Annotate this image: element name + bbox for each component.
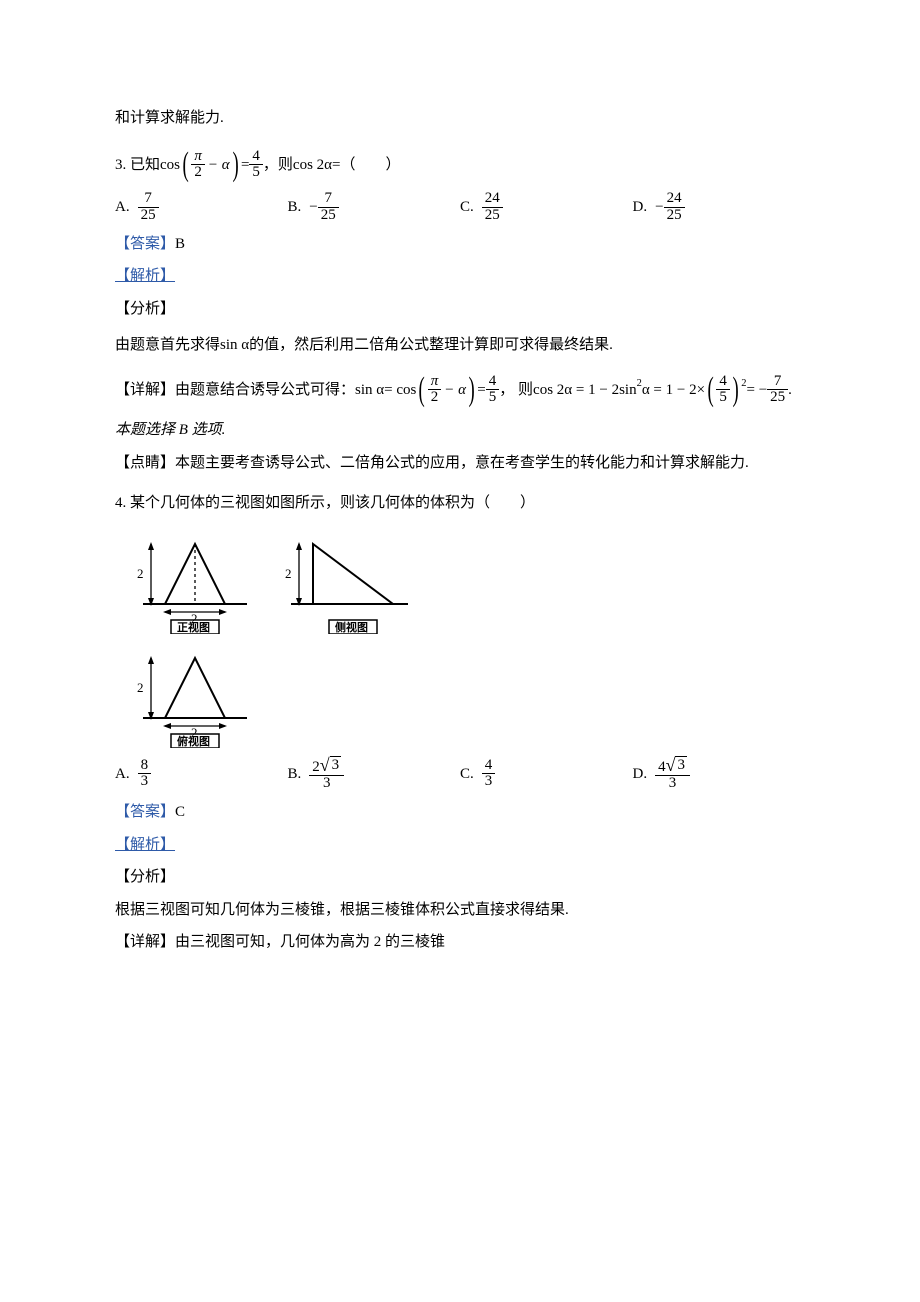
q4-fenxi: 根据三视图可知几何体为三棱锥，根据三棱锥体积公式直接求得结果. <box>115 896 805 925</box>
q3-analysis: 【解析】 <box>115 262 805 291</box>
page: 和计算求解能力. 3. 已知 cos ( π 2 − α ) = 4 5 ，则 … <box>0 0 920 1001</box>
q4-opt-c: C. 4 3 <box>460 756 633 793</box>
q4-fenxi-label: 【分析】 <box>115 863 805 892</box>
svg-text:2: 2 <box>285 566 292 581</box>
q4-answer: 【答案】C <box>115 798 805 827</box>
eq: = <box>241 151 249 180</box>
dim-v: 2 <box>137 566 144 581</box>
q3-opt-b: B. − 7 25 <box>288 191 461 224</box>
empty-cell <box>263 638 418 748</box>
four-fifths: 4 5 <box>249 149 263 182</box>
svg-text:侧视图: 侧视图 <box>335 620 368 634</box>
q3-choose: 本题选择 B 选项. <box>115 416 805 445</box>
q4-detail: 【详解】由三视图可知，几何体为高为 2 的三棱锥 <box>115 928 805 957</box>
q3-answer: 【答案】B <box>115 230 805 259</box>
q3-options: A. 7 25 B. − 7 25 C. 24 25 D. − <box>115 191 805 224</box>
q3-opt-a: A. 7 25 <box>115 191 288 224</box>
q4-opt-b: B. 2√3 3 <box>288 756 461 793</box>
side-view: 2 侧视图 <box>263 524 418 634</box>
q3-fenxi: 由题意首先求得 sin α 的值，然后利用二倍角公式整理计算即可求得最终结果. <box>115 331 613 360</box>
q3-dianjing: 【点睛】本题主要考查诱导公式、二倍角公式的应用，意在考查学生的转化能力和计算求解… <box>115 449 805 478</box>
q3-stem: 3. 已知 cos ( π 2 − α ) = 4 5 ，则 cos 2α =（… <box>115 149 401 182</box>
q3-detail2: 则 cos 2α = 1 − 2sin2 α = 1 − 2× ( 4 5 )2… <box>518 374 792 407</box>
q3-number: 3. <box>115 151 126 180</box>
top-view: 2 2 俯视图 <box>115 638 255 748</box>
pi-over-2: π 2 <box>191 149 205 182</box>
q3-opt-c: C. 24 25 <box>460 191 633 224</box>
neg-b: − 7 25 <box>309 191 338 224</box>
q3-fenxi-label: 【分析】 <box>115 295 805 324</box>
q4-options: A. 8 3 B. 2√3 3 C. 4 3 D. 4√3 3 <box>115 756 805 793</box>
q4-opt-a: A. 8 3 <box>115 756 288 793</box>
front-view: 2 2 正视图 <box>115 524 255 634</box>
minus-alpha: − α <box>208 151 230 180</box>
q3-prefix: 已知 <box>130 151 160 180</box>
neg-d: − 24 25 <box>655 191 684 224</box>
cos2a: cos 2α <box>293 151 332 180</box>
svg-text:俯视图: 俯视图 <box>177 734 210 748</box>
q3-tail: =（ ） <box>332 151 400 180</box>
frac-a: 7 25 <box>138 191 159 224</box>
svg-text:2: 2 <box>137 680 144 695</box>
frac-c: 24 25 <box>482 191 503 224</box>
q3-detail1: 【详解】 由题意结合诱导公式可得： sin α = cos ( π 2 − α … <box>115 374 514 407</box>
q3-opt-d: D. − 24 25 <box>633 191 806 224</box>
q3-mid: ，则 <box>263 151 293 180</box>
three-views: 2 2 正视图 2 侧视图 <box>115 524 805 748</box>
q4-analysis: 【解析】 <box>115 831 805 860</box>
cos-text: cos <box>160 151 180 180</box>
prev-tail: 和计算求解能力. <box>115 104 805 133</box>
q4-opt-d: D. 4√3 3 <box>633 756 806 793</box>
svg-text:正视图: 正视图 <box>177 620 210 634</box>
q4-stem: 4. 某个几何体的三视图如图所示，则该几何体的体积为（ ） <box>115 489 805 518</box>
